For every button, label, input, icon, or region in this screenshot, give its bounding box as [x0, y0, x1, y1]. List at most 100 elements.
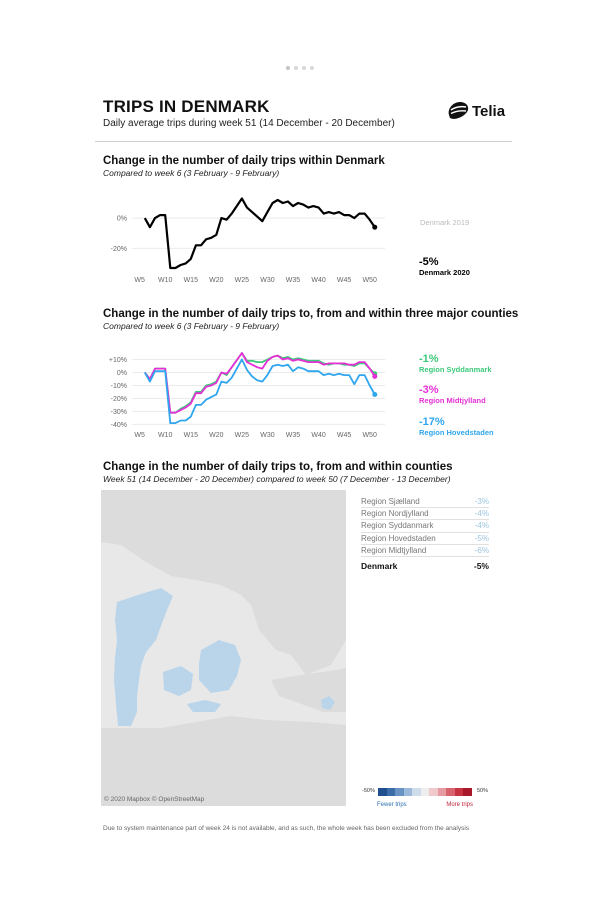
scale-max-label: 50%: [476, 788, 488, 794]
logo-text: Telia: [472, 102, 506, 120]
chart2-subtitle: Compared to week 6 (3 February - 9 Febru…: [103, 321, 280, 331]
region-row[interactable]: Region Hovedstaden -5%: [361, 533, 489, 545]
region-row[interactable]: Region Midtjylland -6%: [361, 545, 489, 557]
chart1-legend-2020: -5% Denmark 2020: [419, 256, 470, 277]
chart1-legend-2019: Denmark 2019: [420, 218, 470, 227]
series-end-point: [372, 392, 378, 398]
chart2-legend-hovedstaden: -17% Region Hovedstaden: [419, 416, 494, 437]
y-tick-label: +10%: [109, 357, 127, 364]
legend-name: Region Hovedstaden: [419, 428, 494, 437]
region-name: Region Midtjylland: [361, 545, 427, 555]
legend-name: Region Midtjylland: [419, 396, 486, 405]
map-credit: © 2020 Mapbox © OpenStreetMap: [104, 796, 205, 803]
chart2-title: Change in the number of daily trips to, …: [103, 308, 519, 320]
header-divider: [95, 141, 512, 142]
series-line: [144, 358, 376, 424]
chart1-svg: 0% -20% W5 W10 W15 W20 W25 W30 W35 W40 W45 W50: [111, 197, 385, 284]
y-tick-label: -40%: [111, 422, 127, 429]
y-tick-label: -30%: [111, 409, 127, 416]
legend-value: -3%: [419, 384, 439, 396]
y-tick-label: -20%: [111, 246, 127, 253]
chart1-end-value: -5%: [419, 256, 439, 268]
map-section-title: Change in the number of daily trips to, …: [103, 461, 453, 473]
region-value: -4%: [474, 521, 489, 531]
region-value: -5%: [474, 533, 489, 543]
page-indicator: [286, 66, 314, 70]
map-section-subtitle: Week 51 (14 December - 20 December) comp…: [103, 474, 451, 484]
chart2-legend-midtjylland: -3% Region Midtjylland: [419, 384, 486, 405]
page-title: TRIPS IN DENMARK: [103, 97, 270, 116]
x-tick-label: W35: [286, 432, 301, 439]
x-tick-label: W45: [337, 432, 352, 439]
footnote: Due to system maintenance part of week 2…: [103, 825, 470, 832]
y-tick-label: -20%: [111, 396, 127, 403]
x-tick-label: W20: [209, 432, 224, 439]
lolland-region[interactable]: [187, 700, 221, 712]
region-total-row: Denmark -5%: [361, 561, 489, 571]
map-svg: [101, 490, 346, 806]
total-value: -5%: [473, 560, 489, 571]
x-tick-label: W30: [260, 277, 275, 284]
jutland-region[interactable]: [114, 588, 173, 726]
series-line: [143, 197, 376, 270]
x-tick-label: W25: [235, 277, 250, 284]
telia-logo: Telia: [447, 101, 505, 121]
x-tick-label: W50: [362, 432, 377, 439]
x-tick-label: W5: [134, 432, 145, 439]
x-tick-label: W5: [134, 277, 145, 284]
series-end-point: [372, 373, 378, 379]
telia-pebble-icon: [448, 102, 469, 119]
x-tick-label: W40: [311, 277, 326, 284]
chart1-title: Change in the number of daily trips with…: [103, 155, 385, 167]
page-subtitle: Daily average trips during week 51 (14 D…: [103, 118, 395, 129]
region-value: -6%: [474, 545, 489, 555]
chart2-legend-syddanmark: -1% Region Syddanmark: [419, 353, 492, 374]
scale-more-label: More trips: [446, 802, 473, 808]
chart2-svg: +10% 0% -10% -20% -30% -40% W5 W10 W15 W20 W25 W30 W…: [109, 352, 385, 439]
region-name: Region Hovedstaden: [361, 533, 436, 543]
y-tick-label: -10%: [111, 383, 127, 390]
legend-value: -1%: [419, 353, 439, 365]
x-tick-label: W50: [362, 277, 377, 284]
page-dot[interactable]: [310, 66, 314, 70]
bornholm-region[interactable]: [321, 696, 335, 710]
scale-bar: [378, 788, 473, 796]
region-table: Region Sjælland -3% Region Nordjylland -4%…: [361, 496, 489, 571]
region-row[interactable]: Region Sjælland -3%: [361, 496, 489, 509]
series-line: [144, 352, 376, 414]
x-tick-label: W25: [235, 432, 250, 439]
region-name: Region Sjælland: [361, 497, 420, 506]
y-tick-label: 0%: [117, 216, 127, 223]
x-tick-label: W35: [286, 277, 301, 284]
x-tick-label: W40: [311, 432, 326, 439]
x-tick-label: W15: [184, 277, 199, 284]
scale-min-label: -50%: [362, 788, 375, 794]
color-scale: -50% 50% Fewer trips More trips: [362, 788, 488, 808]
page-dot[interactable]: [294, 66, 298, 70]
series-line: [144, 352, 376, 414]
region-name: Region Nordjylland: [361, 509, 429, 519]
x-tick-label: W10: [158, 277, 173, 284]
scandinavia-land: [101, 490, 346, 675]
region-row[interactable]: Region Syddanmark -4%: [361, 520, 489, 533]
x-tick-label: W20: [209, 277, 224, 284]
page-dot[interactable]: [286, 66, 290, 70]
legend-value: -17%: [419, 416, 445, 428]
y-tick-label: 0%: [117, 370, 127, 377]
series-end-point: [372, 224, 378, 230]
region-row[interactable]: Region Nordjylland -4%: [361, 508, 489, 521]
region-value: -4%: [474, 509, 489, 519]
x-tick-label: W45: [337, 277, 352, 284]
scale-fewer-label: Fewer trips: [377, 802, 407, 808]
x-tick-label: W15: [184, 432, 199, 439]
page-dot[interactable]: [302, 66, 306, 70]
region-name: Region Syddanmark: [361, 521, 434, 531]
region-map[interactable]: [101, 490, 346, 806]
x-tick-label: W10: [158, 432, 173, 439]
x-tick-label: W30: [260, 432, 275, 439]
total-name: Denmark: [361, 560, 398, 571]
funen-region[interactable]: [163, 666, 193, 696]
germany-land: [101, 716, 346, 806]
region-value: -3%: [474, 497, 489, 506]
zealand-region[interactable]: [199, 640, 241, 693]
